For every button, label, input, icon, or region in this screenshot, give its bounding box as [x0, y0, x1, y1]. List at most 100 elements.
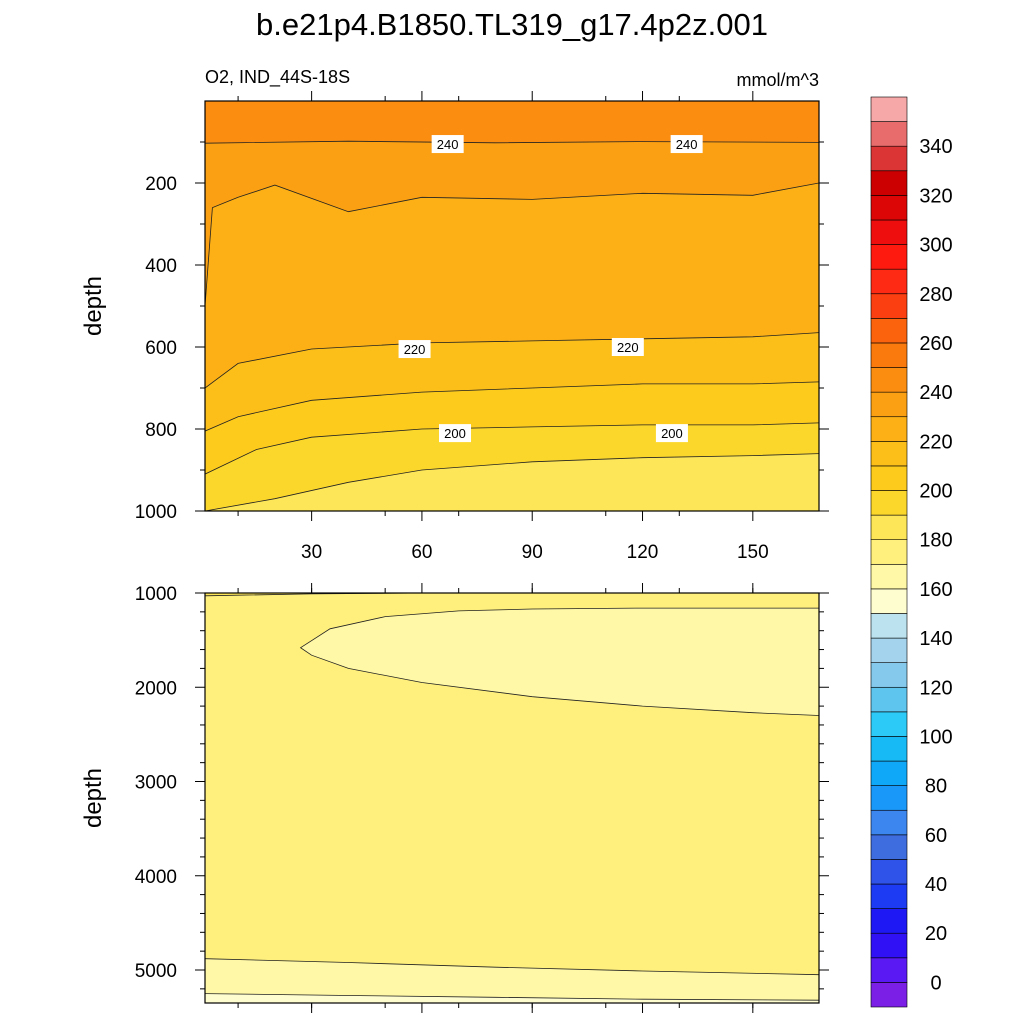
contour-label: 200 [655, 424, 688, 443]
colorbar-swatch [870, 932, 908, 959]
colorbar-swatch [870, 342, 908, 368]
upper-y-tick-label: 200 [145, 174, 177, 195]
colorbar-swatch [870, 908, 908, 934]
colorbar-tick-label: 280 [919, 284, 952, 306]
colorbar-swatch [870, 809, 908, 836]
colorbar-swatch [870, 686, 908, 713]
upper-y-tick-label: 1000 [135, 502, 177, 523]
svg-text:200: 200 [444, 426, 466, 441]
colorbar-tick-label: 120 [919, 677, 952, 699]
colorbar-tick-label: 300 [919, 235, 952, 257]
upper-contour-line-190 [205, 453, 819, 511]
upper-y-tick-label: 600 [145, 338, 177, 359]
upper-axes: 200 400 600 800 1000 30 60 90 120 150 [135, 91, 829, 563]
colorbar-swatch [870, 293, 908, 319]
colorbar: 0 20 40 60 80 100 120 140 160 180 200 220 240 260 280 3… [870, 96, 953, 1008]
upper-y-axis-label: depth [80, 276, 107, 336]
lower-contour-lines [205, 593, 819, 1001]
upper-contour-fills [205, 101, 819, 511]
colorbar-tick-label: 260 [919, 333, 952, 355]
colorbar-swatch [870, 391, 908, 418]
lower-y-axis-label: depth [80, 768, 107, 828]
colorbar-swatch [870, 859, 908, 885]
colorbar-swatch [870, 514, 908, 540]
colorbar-swatch [870, 490, 908, 516]
lower-contour-line-160 [205, 993, 819, 1001]
upper-y-tick-label: 400 [145, 256, 177, 277]
chart-title: b.e21p4.B1850.TL319_g17.4p2z.001 [256, 7, 768, 42]
colorbar-tick-label: 340 [919, 136, 952, 158]
colorbar-swatch [870, 121, 908, 147]
colorbar-swatch [870, 170, 908, 196]
contour-label: 240 [670, 135, 703, 154]
colorbar-tick-label: 140 [919, 628, 952, 650]
contour-label: 200 [439, 424, 472, 443]
colorbar-swatch [870, 760, 908, 786]
colorbar-swatch [870, 736, 908, 762]
colorbar-tick-label: 320 [919, 185, 952, 207]
upper-contour-line-210 [205, 381, 819, 432]
upper-x-tick-label: 30 [301, 542, 322, 563]
colorbar-swatch [870, 711, 908, 737]
colorbar-swatch [870, 563, 908, 590]
colorbar-swatch [870, 416, 908, 442]
upper-y-tick-label: 800 [145, 420, 177, 441]
colorbar-swatch [870, 318, 908, 344]
svg-text:220: 220 [404, 342, 426, 357]
lower-y-tick-label: 1000 [135, 584, 177, 605]
lower-axes: 1000 2000 3000 4000 5000 [135, 583, 829, 1013]
colorbar-swatch [870, 834, 908, 860]
svg-text:240: 240 [676, 137, 698, 152]
colorbar-swatch [870, 145, 908, 172]
colorbar-swatch [870, 588, 908, 614]
lower-contour-fills [205, 593, 819, 1003]
colorbar-tick-label: 240 [919, 382, 952, 404]
colorbar-tick-label: 20 [925, 923, 947, 945]
svg-text:240: 240 [437, 137, 459, 152]
upper-x-tick-label: 120 [627, 542, 659, 563]
lower-y-tick-label: 2000 [135, 678, 177, 699]
colorbar-tick-label: 40 [925, 874, 947, 896]
colorbar-swatch [870, 465, 908, 491]
colorbar-tick-label: 200 [919, 481, 952, 503]
colorbar-tick-label: 80 [925, 776, 947, 798]
upper-x-tick-label: 90 [522, 542, 543, 563]
colorbar-swatch [870, 982, 908, 1008]
svg-text:220: 220 [617, 340, 639, 355]
contour-label: 220 [398, 340, 431, 359]
lower-band-below-170-tongue [300, 608, 819, 716]
svg-text:200: 200 [661, 426, 683, 441]
upper-x-tick-label: 60 [411, 542, 432, 563]
colorbar-swatch [870, 244, 908, 270]
colorbar-tick-label: 60 [925, 825, 947, 847]
upper-contour-labels: 240 240 220 220 200 200 [398, 135, 703, 443]
colorbar-swatch [870, 637, 908, 663]
lower-contour-line-170-tongue [299, 607, 819, 716]
colorbar-tick-label: 160 [919, 579, 952, 601]
variable-subtitle: O2, IND_44S-18S [205, 67, 350, 88]
colorbar-tick-label: 180 [919, 530, 952, 552]
contour-label: 220 [611, 338, 644, 356]
colorbar-tick-label: 220 [919, 431, 952, 453]
lower-y-tick-label: 5000 [135, 961, 177, 982]
lower-y-tick-label: 3000 [135, 773, 177, 794]
colorbar-swatch [870, 96, 908, 122]
colorbar-swatch [870, 268, 908, 295]
upper-panel: 240 240 220 220 200 200 200 400 600 800 1000 30 60 9… [80, 91, 829, 563]
colorbar-swatch [870, 195, 908, 221]
colorbar-swatch [870, 219, 908, 245]
colorbar-swatch [870, 367, 908, 393]
colorbar-swatch [870, 539, 908, 565]
upper-band-above-230 [205, 101, 819, 306]
upper-contour-line-220 [205, 332, 819, 389]
colorbar-swatch [870, 883, 908, 909]
lower-panel: 1000 2000 3000 4000 5000 depth [80, 583, 829, 1013]
lower-plot-frame [204, 592, 820, 1004]
colorbar-tick-label: 100 [919, 727, 952, 749]
lower-contour-line-170 [205, 958, 819, 976]
colorbar-swatch [870, 957, 908, 983]
colorbar-swatch [870, 662, 908, 688]
lower-y-tick-label: 4000 [135, 867, 177, 888]
units-subtitle: mmol/m^3 [737, 70, 819, 90]
